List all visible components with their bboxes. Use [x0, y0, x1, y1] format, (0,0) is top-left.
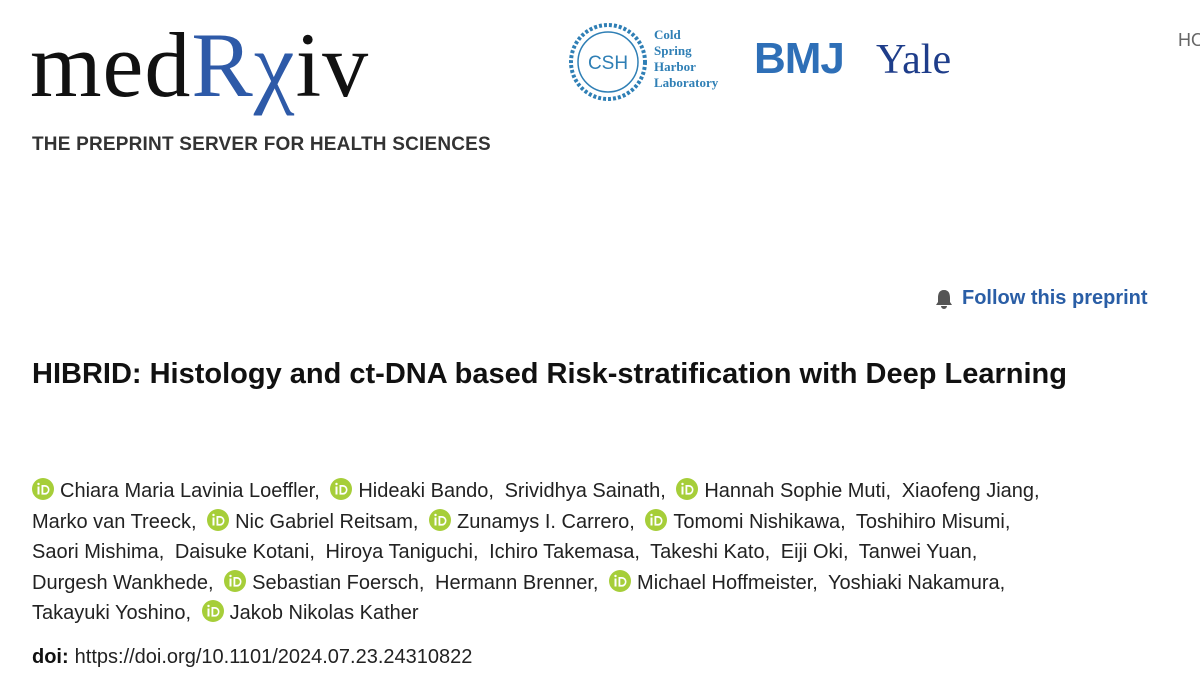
- csh-line: Laboratory: [654, 75, 719, 90]
- author-name[interactable]: Eiji Oki,: [780, 541, 849, 563]
- author-name[interactable]: Toshihiro Misumi,: [855, 510, 1011, 533]
- article-title: HIBRID: Histology and ct-DNA based Risk-…: [32, 358, 1067, 390]
- author-name[interactable]: Michael Hoffmeister,: [637, 571, 818, 594]
- doi-link[interactable]: https://doi.org/10.1101/2024.07.23.24310…: [74, 646, 473, 668]
- author-name[interactable]: Sebastian Foersch,: [252, 571, 425, 594]
- author-name[interactable]: Chiara Maria Lavinia Loeffler,: [60, 480, 320, 502]
- orcid-icon[interactable]: [645, 508, 668, 531]
- csh-line: Harbor: [654, 59, 696, 74]
- orcid-icon[interactable]: [609, 569, 632, 592]
- helix-ring: [569, 23, 647, 101]
- author-name[interactable]: Xiaofeng Jiang,: [901, 480, 1040, 502]
- yale-logo[interactable]: Yale: [876, 37, 952, 83]
- csh-logo[interactable]: CSH: [566, 20, 650, 104]
- csh-line: Cold: [654, 27, 681, 42]
- author-name[interactable]: Hideaki Bando,: [358, 480, 494, 502]
- author-name[interactable]: Tomomi Nishikawa,: [673, 510, 846, 533]
- author-name[interactable]: Takeshi Kato,: [650, 541, 771, 563]
- doi-label: doi:: [32, 646, 69, 668]
- author-list: Chiara Maria Lavinia Loeffler, Hideaki B…: [32, 476, 1152, 629]
- orcid-icon[interactable]: [429, 508, 452, 531]
- author-name[interactable]: Daisuke Kotani,: [174, 541, 315, 563]
- author-name[interactable]: Tanwei Yuan,: [858, 541, 978, 563]
- author-name[interactable]: Yoshiaki Nakamura,: [828, 571, 1006, 594]
- author-name[interactable]: Nic Gabriel Reitsam,: [235, 510, 419, 533]
- logo-part: Rχ: [191, 14, 296, 116]
- author-name[interactable]: Ichiro Takemasa,: [489, 541, 640, 563]
- site-logo[interactable]: medRχiv: [30, 10, 369, 120]
- nav-link[interactable]: HO: [1178, 30, 1200, 50]
- follow-label: Follow this preprint: [962, 287, 1148, 309]
- inner-ring: [577, 31, 639, 93]
- csh-mark: CSH: [588, 53, 628, 74]
- author-name[interactable]: Zunamys I. Carrero,: [457, 510, 635, 533]
- author-name[interactable]: Srividhya Sainath,: [504, 480, 666, 502]
- orcid-icon[interactable]: [207, 508, 230, 531]
- author-name[interactable]: Jakob Nikolas Kather: [229, 602, 419, 624]
- author-name[interactable]: Hiroya Taniguchi,: [325, 541, 479, 563]
- orcid-icon[interactable]: [330, 478, 353, 500]
- csh-name: Cold Spring Harbor Laboratory: [654, 27, 718, 91]
- bmj-logo[interactable]: BMJ: [754, 34, 845, 83]
- author-name[interactable]: Durgesh Wankhede,: [32, 571, 214, 594]
- orcid-icon[interactable]: [201, 600, 224, 622]
- bell-icon: [936, 289, 952, 309]
- author-name[interactable]: Takayuki Yoshino,: [32, 602, 192, 624]
- follow-button[interactable]: Follow this preprint: [934, 287, 1148, 310]
- logo-part: med: [30, 14, 192, 116]
- orcid-icon[interactable]: [676, 478, 699, 500]
- logo-part: iv: [295, 14, 370, 116]
- tagline: THE PREPRINT SERVER FOR HEALTH SCIENCES: [32, 134, 491, 155]
- author-name[interactable]: Hermann Brenner,: [435, 571, 599, 594]
- author-name[interactable]: Saori Mishima,: [32, 541, 165, 563]
- author-name[interactable]: Hannah Sophie Muti,: [704, 480, 892, 502]
- orcid-icon[interactable]: [224, 569, 247, 592]
- author-name[interactable]: Marko van Treeck,: [32, 510, 197, 533]
- doi-line: doi: https://doi.org/10.1101/2024.07.23.2…: [32, 646, 472, 669]
- orcid-icon[interactable]: [32, 478, 54, 500]
- csh-line: Spring: [654, 43, 692, 58]
